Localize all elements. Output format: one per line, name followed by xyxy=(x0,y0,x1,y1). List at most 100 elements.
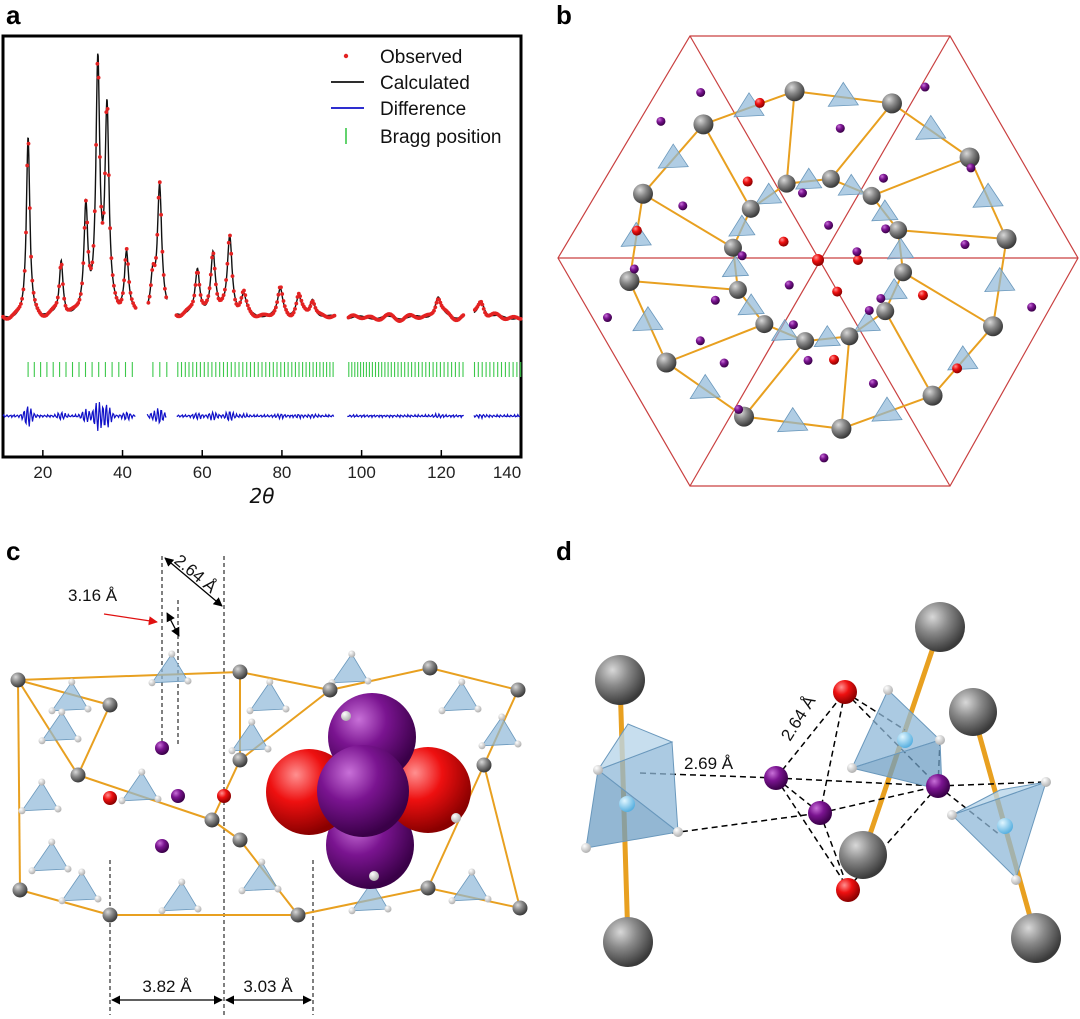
bond xyxy=(77,704,111,776)
tetrahedron xyxy=(231,721,269,752)
hydrogen-atom xyxy=(58,897,66,905)
carbon-atom xyxy=(232,664,248,680)
carbon-atom xyxy=(840,327,859,346)
observed-point xyxy=(112,283,116,288)
carbon-atom xyxy=(595,655,645,705)
observed-point xyxy=(57,284,61,289)
bragg-series xyxy=(27,362,522,377)
observed-point xyxy=(294,301,299,306)
hydrogen-atom xyxy=(883,685,893,695)
hydrogen-atom xyxy=(28,867,36,875)
carbon-atom xyxy=(831,418,852,439)
bond xyxy=(884,310,934,397)
bond xyxy=(830,102,893,180)
iodine-atom xyxy=(602,313,612,323)
observed-point xyxy=(310,299,315,303)
bond xyxy=(743,340,806,418)
bond xyxy=(897,229,1007,241)
observed-point xyxy=(164,295,169,300)
observed-point xyxy=(159,212,164,217)
distance-label-2-64-d: 2.64 Å xyxy=(777,692,820,744)
observed-point xyxy=(110,273,115,277)
atoms xyxy=(602,81,1037,463)
carbon-atom xyxy=(894,263,913,282)
hydrogen-atom xyxy=(474,705,482,713)
tetrahedron xyxy=(121,771,159,802)
observed-point xyxy=(239,296,244,300)
hydrogen-atom xyxy=(38,737,46,745)
hydrogen-atom xyxy=(78,868,86,876)
observed-point xyxy=(230,274,235,278)
observed-point xyxy=(228,233,232,238)
observed-point xyxy=(34,302,39,307)
panel-label-d: d xyxy=(556,536,572,566)
carbon-atom xyxy=(889,221,908,240)
observed-point xyxy=(152,263,157,268)
iodine-atom xyxy=(960,240,970,250)
carbon-atom xyxy=(476,757,492,773)
observed-point xyxy=(94,143,98,147)
iodine-atom xyxy=(696,87,706,97)
observed-point xyxy=(432,308,436,313)
tetrahedron xyxy=(441,681,479,712)
observed-point xyxy=(127,280,132,284)
x-tick-label: 100 xyxy=(347,463,375,482)
carbon-atom xyxy=(102,697,118,713)
observed-point xyxy=(101,211,106,215)
bond xyxy=(785,91,796,184)
carbon-atom xyxy=(656,352,677,373)
observed-point xyxy=(126,262,130,266)
tetrahedron xyxy=(151,653,189,684)
observed-series xyxy=(1,61,523,323)
tetrahedron xyxy=(871,396,903,422)
difference-series xyxy=(2,402,521,431)
carbon-atom xyxy=(784,81,805,102)
carbon-atom xyxy=(796,332,815,351)
tetrahedron xyxy=(21,781,59,812)
iodine-atom xyxy=(876,293,886,303)
observed-point xyxy=(85,220,90,225)
x-axis-ticks: 20 40 60 80 100 120 140 xyxy=(33,450,522,482)
tetrahedron xyxy=(41,711,79,742)
carbon-atom xyxy=(862,186,881,205)
tetrahedron xyxy=(972,182,1004,208)
observed-point xyxy=(229,251,234,256)
observed-point xyxy=(119,297,124,302)
hydrogen-atom xyxy=(118,797,126,805)
observed-point xyxy=(189,302,194,307)
iodine-atom xyxy=(737,251,747,261)
bond xyxy=(629,279,739,291)
oxygen-atom xyxy=(832,286,843,297)
hydrogen-atom xyxy=(248,718,256,726)
diffraction-chart: 20 40 60 80 100 120 140 2θ Observed Calculated… xyxy=(1,34,523,508)
legend-calculated: Calculated xyxy=(380,73,470,94)
observed-point xyxy=(224,278,229,282)
tetrahedron xyxy=(880,277,908,300)
carbon-atom xyxy=(420,880,436,896)
tetrahedron xyxy=(351,881,389,912)
hydrogen-atom xyxy=(138,768,146,776)
observed-point xyxy=(461,313,466,317)
carbon-atom xyxy=(693,114,714,135)
carbon-atom xyxy=(922,385,943,406)
hydrogen-atom xyxy=(178,878,186,886)
observed-point xyxy=(24,230,28,235)
tetrahedron xyxy=(31,841,69,872)
observed-point xyxy=(161,273,166,277)
bond xyxy=(17,679,111,706)
observed-point xyxy=(212,266,217,271)
observed-point xyxy=(22,269,27,273)
observed-point xyxy=(62,296,67,301)
observed-point xyxy=(207,286,212,291)
hydrogen-atom xyxy=(54,805,62,813)
hydrogen-atom xyxy=(184,677,192,685)
x-tick-label: 60 xyxy=(193,463,212,482)
oxygen-atom xyxy=(742,176,753,187)
observed-point xyxy=(480,302,485,307)
observed-point xyxy=(242,288,246,293)
tetrahedron xyxy=(754,182,783,205)
observed-point xyxy=(156,195,161,200)
iodine-atom xyxy=(656,116,666,126)
bond xyxy=(840,336,851,429)
observed-point xyxy=(124,247,129,251)
